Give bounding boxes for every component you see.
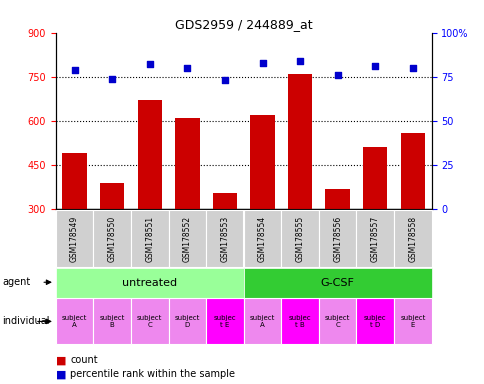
- Point: [183, 65, 191, 71]
- Text: GSM178557: GSM178557: [370, 215, 379, 262]
- Bar: [93, 210, 131, 267]
- Text: subjec
t E: subjec t E: [213, 314, 236, 328]
- Text: GSM178549: GSM178549: [70, 215, 79, 262]
- Bar: [250, 115, 274, 298]
- Text: GSM178554: GSM178554: [257, 215, 267, 262]
- Bar: [393, 298, 431, 344]
- Bar: [93, 298, 131, 344]
- Bar: [363, 147, 387, 298]
- Bar: [62, 153, 87, 298]
- Bar: [206, 210, 243, 267]
- Text: GSM178552: GSM178552: [182, 215, 192, 262]
- Text: GSM178556: GSM178556: [333, 215, 342, 262]
- Text: GSM178555: GSM178555: [295, 215, 304, 262]
- Point: [333, 72, 341, 78]
- Bar: [400, 133, 424, 298]
- Bar: [318, 298, 356, 344]
- Text: GSM178551: GSM178551: [145, 215, 154, 262]
- Bar: [131, 298, 168, 344]
- Text: G-CSF: G-CSF: [320, 278, 354, 288]
- Text: subject
A: subject A: [62, 314, 87, 328]
- Title: GDS2959 / 244889_at: GDS2959 / 244889_at: [175, 18, 312, 31]
- Text: GSM178558: GSM178558: [408, 215, 417, 262]
- Point: [146, 61, 153, 68]
- Point: [296, 58, 303, 64]
- Bar: [56, 298, 93, 344]
- Text: subject
D: subject D: [174, 314, 199, 328]
- Bar: [243, 298, 281, 344]
- Bar: [131, 210, 168, 267]
- Text: GSM178553: GSM178553: [220, 215, 229, 262]
- Text: subject
C: subject C: [137, 314, 162, 328]
- Bar: [325, 189, 349, 298]
- Bar: [212, 193, 237, 298]
- Text: subject
B: subject B: [99, 314, 124, 328]
- Point: [71, 67, 78, 73]
- Text: subject
A: subject A: [249, 314, 274, 328]
- Bar: [168, 210, 206, 267]
- Text: ■: ■: [56, 355, 66, 365]
- Bar: [206, 298, 243, 344]
- Point: [258, 60, 266, 66]
- Bar: [356, 210, 393, 267]
- Point: [408, 65, 416, 71]
- Point: [371, 63, 378, 69]
- Text: subject
E: subject E: [399, 314, 424, 328]
- Text: ■: ■: [56, 369, 66, 379]
- Bar: [393, 210, 431, 267]
- Bar: [243, 210, 281, 267]
- Point: [108, 76, 116, 82]
- Point: [221, 77, 228, 83]
- Text: untreated: untreated: [122, 278, 177, 288]
- Bar: [168, 298, 206, 344]
- Text: percentile rank within the sample: percentile rank within the sample: [70, 369, 235, 379]
- Bar: [56, 210, 93, 267]
- Bar: [175, 118, 199, 298]
- Text: individual: individual: [2, 316, 50, 326]
- Text: subject
C: subject C: [324, 314, 349, 328]
- Bar: [56, 268, 243, 298]
- Bar: [243, 268, 431, 298]
- Bar: [100, 183, 124, 298]
- Bar: [281, 210, 318, 267]
- Bar: [281, 298, 318, 344]
- Bar: [356, 298, 393, 344]
- Text: subjec
t D: subjec t D: [363, 314, 386, 328]
- Text: GSM178550: GSM178550: [107, 215, 117, 262]
- Bar: [287, 74, 312, 298]
- Text: count: count: [70, 355, 98, 365]
- Bar: [137, 100, 162, 298]
- Bar: [318, 210, 356, 267]
- Text: subjec
t B: subjec t B: [288, 314, 311, 328]
- Text: agent: agent: [2, 277, 30, 287]
